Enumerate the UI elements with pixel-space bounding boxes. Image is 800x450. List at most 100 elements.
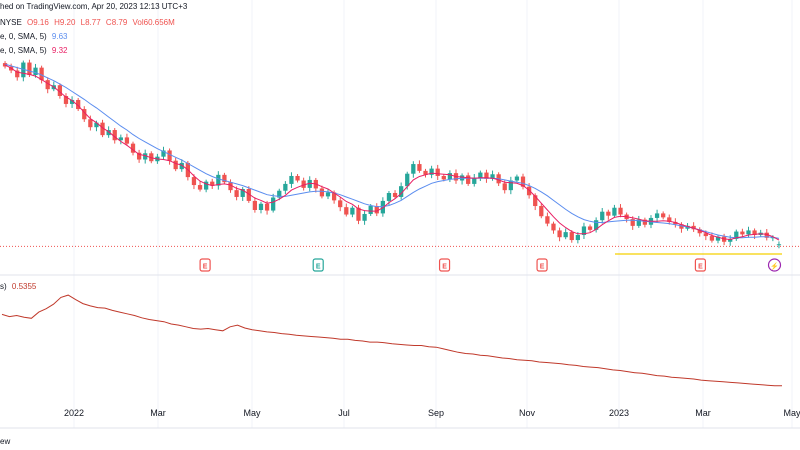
ma1-value: 9.63 — [51, 32, 68, 41]
earnings-icon — [438, 258, 451, 272]
candle-body — [289, 175, 294, 184]
candle-body — [27, 62, 32, 76]
x-tick-label: 2023 — [609, 408, 629, 418]
candle-body — [368, 206, 373, 214]
candle-body — [441, 175, 446, 180]
candle-body — [569, 232, 574, 241]
candle-body — [435, 168, 440, 176]
candle-body — [746, 230, 751, 235]
candle-body — [222, 174, 227, 183]
candle-body — [179, 162, 184, 170]
candle-body — [484, 172, 489, 179]
ma1-label: e, 0, SMA, 5) — [0, 32, 47, 41]
candle-body — [112, 130, 117, 141]
candle-body — [191, 177, 197, 186]
events-row: E E E E E ⚡ — [199, 258, 782, 272]
candle-body — [362, 213, 367, 221]
candle-body — [100, 122, 105, 136]
candle-body — [240, 189, 245, 197]
candle-body — [661, 213, 666, 218]
open-value: O9.16 — [27, 18, 49, 27]
earnings-icon — [694, 258, 707, 272]
candle-body — [697, 229, 702, 234]
event-marker-earnings[interactable]: E — [694, 258, 707, 272]
candle-body — [691, 225, 696, 230]
event-label: E — [442, 264, 447, 271]
candle-body — [118, 137, 123, 141]
candle-body — [447, 173, 453, 180]
candle-body — [734, 231, 739, 239]
candle-body — [575, 234, 580, 241]
header-ohlc: NYSE O9.16 H9.20 L8.77 C8.79 Vol60.656M — [0, 18, 178, 27]
candle-body — [234, 190, 239, 197]
event-marker-split[interactable]: ⚡ — [767, 258, 782, 272]
candle-body — [197, 185, 203, 190]
candle-body — [654, 213, 660, 218]
candle-body — [557, 230, 562, 238]
candle-body — [76, 99, 81, 110]
event-marker-earnings[interactable]: E — [438, 258, 451, 272]
x-tick-label: Sep — [428, 408, 444, 418]
candle-body — [642, 219, 648, 225]
candle-body — [204, 181, 209, 190]
candle-body — [39, 67, 44, 81]
candle-body — [33, 67, 38, 76]
ma-fast-line — [4, 64, 780, 241]
candle-body — [539, 206, 544, 217]
event-marker-earnings[interactable]: E — [199, 258, 211, 272]
candle-body — [356, 207, 361, 221]
indicator-line — [1, 294, 782, 387]
x-tick-label: Nov — [519, 408, 536, 418]
candle-body — [770, 237, 775, 239]
volume-value: Vol60.656M — [132, 18, 175, 27]
candle-body — [612, 207, 617, 216]
candle-body — [417, 164, 422, 171]
candle-body — [502, 183, 507, 191]
candle-body — [764, 232, 769, 238]
candle-body — [563, 232, 568, 238]
candle-body — [673, 221, 678, 225]
candle-body — [551, 223, 556, 231]
candle-body — [57, 85, 63, 96]
candle-body — [63, 96, 69, 104]
candle-body — [423, 170, 428, 175]
x-tick-label: Mar — [695, 408, 711, 418]
candle-body — [350, 207, 355, 215]
candle-body — [508, 180, 513, 191]
earnings-icon — [199, 258, 211, 272]
candle-body — [752, 230, 757, 235]
event-marker-earnings[interactable]: E — [536, 258, 548, 272]
candle-body — [45, 80, 50, 90]
x-tick-label: Mar — [150, 408, 166, 418]
candle-body — [618, 207, 623, 215]
candle-body — [667, 217, 672, 222]
event-marker-dividend[interactable]: E — [312, 258, 324, 272]
footer-label: ew — [0, 437, 11, 446]
candle-body — [715, 236, 721, 241]
candle-body — [526, 186, 532, 196]
candle-body — [295, 175, 300, 181]
exchange-label: NYSE — [0, 18, 22, 27]
candle-body — [319, 188, 325, 197]
candle-body — [472, 177, 477, 184]
footer-text: ew — [0, 437, 13, 446]
candle-body — [587, 226, 593, 230]
event-label: E — [540, 264, 545, 271]
candle-body — [307, 179, 312, 188]
candle-body — [490, 174, 495, 179]
candle-body — [344, 207, 349, 215]
candle-body — [545, 216, 550, 224]
candle-body — [520, 176, 526, 187]
candle-body — [106, 130, 111, 136]
candle-body — [210, 181, 215, 186]
close-value: C8.79 — [105, 18, 128, 27]
split-icon — [767, 258, 782, 272]
candle-body — [228, 182, 233, 191]
price-pane — [0, 59, 800, 255]
ma-slow-line — [4, 63, 780, 239]
candle-body — [533, 195, 538, 207]
candle-body — [15, 70, 20, 78]
candle-body — [374, 206, 379, 214]
candle-body — [82, 109, 87, 120]
candle-body — [594, 220, 599, 230]
